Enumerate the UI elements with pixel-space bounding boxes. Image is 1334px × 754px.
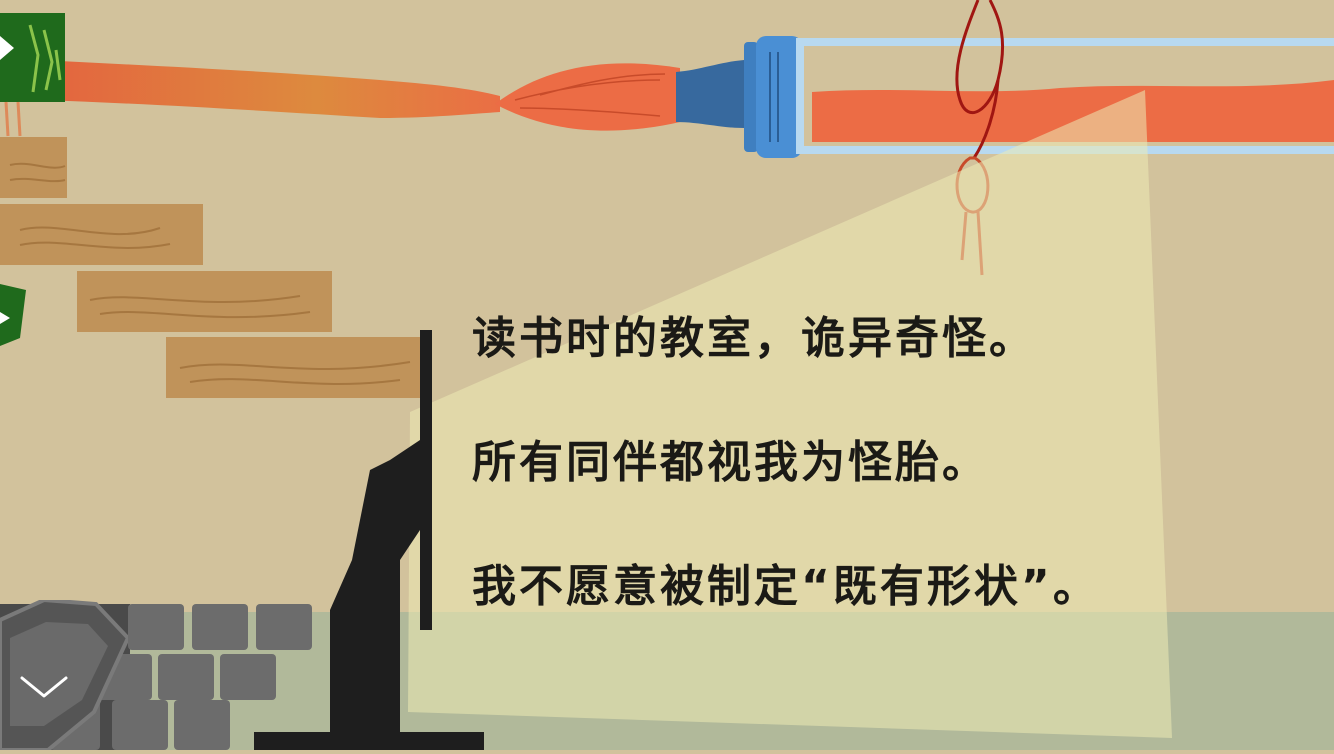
narration-line-3: 我不愿意被制定“既有形状”。 <box>472 561 1100 612</box>
wooden-planks <box>0 137 422 398</box>
narration-line-2: 所有同伴都视我为怪胎。 <box>472 437 989 488</box>
green-monster-small <box>0 284 26 346</box>
paintbrush <box>495 36 1334 158</box>
monitor <box>254 330 484 750</box>
narration-box[interactable]: 读书时的教室，诡异奇怪。 所有同伴都视我为怪胎。 我不愿意被制定“既有形状”。 <box>472 308 1302 680</box>
narration-line-1: 读书时的教室，诡异奇怪。 <box>472 313 1036 364</box>
collapse-menu-button[interactable] <box>0 597 131 752</box>
paint-stroke <box>40 60 500 118</box>
light-beam <box>408 90 1172 738</box>
green-monster <box>0 13 65 137</box>
chevron-down-icon <box>20 676 68 698</box>
